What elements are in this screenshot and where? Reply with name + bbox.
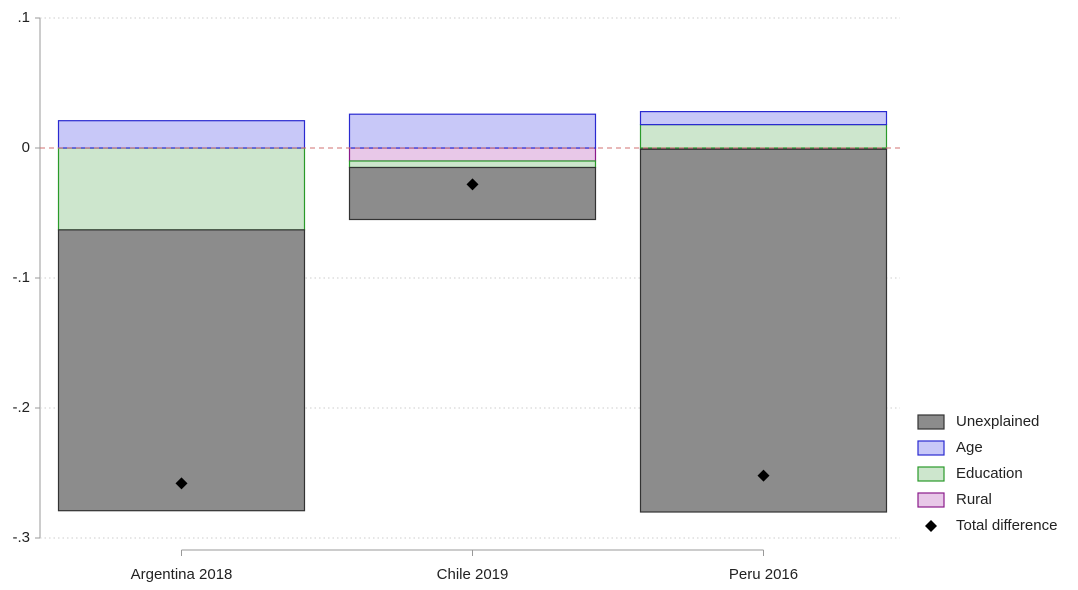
legend-label: Unexplained bbox=[956, 413, 1039, 430]
y-tick-label: 0 bbox=[22, 139, 30, 156]
total-marker bbox=[466, 178, 479, 191]
bar-segment bbox=[57, 229, 306, 512]
bar-segment bbox=[57, 120, 306, 149]
legend-label: Age bbox=[956, 439, 983, 456]
y-tick-label: .1 bbox=[17, 9, 30, 26]
bar-segment bbox=[348, 160, 597, 169]
legend-label: Education bbox=[956, 465, 1023, 482]
bar-segment bbox=[639, 148, 888, 513]
y-tick-label: -.3 bbox=[12, 529, 30, 546]
legend-swatch bbox=[917, 414, 945, 430]
x-tick-label: Chile 2019 bbox=[437, 566, 509, 583]
total-marker bbox=[757, 469, 770, 482]
y-tick-label: -.2 bbox=[12, 399, 30, 416]
total-marker bbox=[175, 477, 188, 490]
legend-swatch bbox=[917, 492, 945, 508]
legend-swatch bbox=[917, 466, 945, 482]
legend-swatch bbox=[917, 440, 945, 456]
y-tick-label: -.1 bbox=[12, 269, 30, 286]
bar-segment bbox=[348, 166, 597, 221]
legend-marker bbox=[925, 520, 937, 532]
bar-segment bbox=[639, 110, 888, 126]
x-tick-label: Argentina 2018 bbox=[131, 566, 233, 583]
bar-segment bbox=[639, 123, 888, 149]
legend-label: Total difference bbox=[956, 517, 1057, 534]
bar-segment bbox=[348, 147, 597, 162]
legend-label: Rural bbox=[956, 491, 992, 508]
x-tick-label: Peru 2016 bbox=[729, 566, 798, 583]
bar-segment bbox=[57, 147, 306, 231]
bar-segment bbox=[348, 113, 597, 149]
